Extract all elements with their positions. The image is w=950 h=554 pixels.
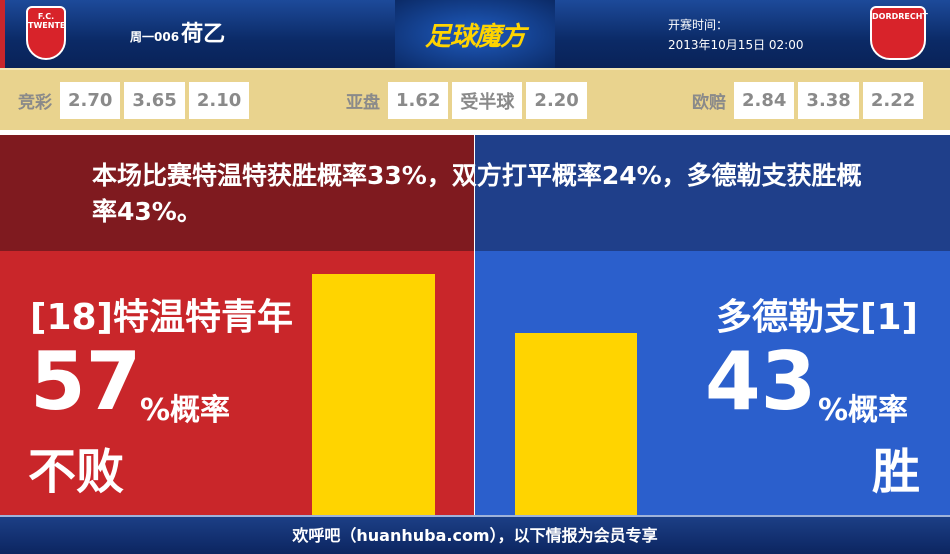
- odds-label: 亚盘: [346, 93, 380, 113]
- odds-jingcai: 竞彩 2.70 3.65 2.10: [18, 82, 250, 119]
- away-probability-bar: [515, 333, 637, 515]
- home-prob-unit: %概率: [140, 393, 231, 428]
- prediction-summary: 本场比赛特温特获胜概率33%，双方打平概率24%，多德勒支获胜概率43%。: [92, 161, 862, 226]
- odds-bar: 竞彩 2.70 3.65 2.10 亚盘 1.62 受半球 2.20 欧赔 2.…: [0, 68, 950, 130]
- away-team-logo: DORDRECHT: [870, 6, 928, 60]
- home-team-name: [18]特温特青年: [30, 297, 294, 338]
- home-probability-bar: [312, 274, 435, 515]
- odds-value: 2.20: [526, 82, 587, 119]
- odds-value: 1.62: [388, 82, 449, 119]
- odds-label: 欧赔: [692, 93, 726, 113]
- accent-strip: [0, 0, 5, 68]
- odds-value: 3.65: [124, 82, 185, 119]
- odds-value: 3.38: [798, 82, 859, 119]
- kickoff-time: 2013年10月15日 02:00: [668, 38, 804, 52]
- kickoff-label: 开赛时间：: [668, 18, 729, 32]
- league-info: 周一006荷乙: [130, 16, 225, 48]
- odds-label: 竞彩: [18, 93, 52, 113]
- away-logo-text: DORDRECHT: [872, 12, 928, 21]
- odds-value: 2.84: [734, 82, 795, 119]
- footer-banner[interactable]: 欢呼吧（huanhuba.com），以下情报为会员专享: [0, 515, 950, 554]
- home-logo-text: F.C. TWENTE: [28, 12, 66, 30]
- odds-euro: 欧赔 2.84 3.38 2.22: [692, 82, 924, 119]
- odds-value: 2.70: [60, 82, 121, 119]
- away-prob-unit: %概率: [818, 393, 909, 428]
- away-band: [475, 135, 950, 251]
- away-result: 胜: [871, 444, 920, 500]
- odds-value: 2.22: [862, 82, 924, 119]
- odds-asian: 亚盘 1.62 受半球 2.20: [346, 82, 587, 119]
- match-header: F.C. TWENTE 周一006荷乙 足球魔方 开赛时间： 2013年10月1…: [0, 0, 950, 68]
- odds-value: 2.10: [188, 82, 250, 119]
- kickoff-info: 开赛时间： 2013年10月15日 02:00: [668, 15, 803, 55]
- odds-value: 受半球: [452, 82, 523, 119]
- away-team-name: 多德勒支[1]: [716, 297, 918, 338]
- league-name: 荷乙: [181, 22, 226, 47]
- home-band: [0, 135, 474, 251]
- home-team-logo: F.C. TWENTE: [26, 6, 66, 60]
- match-code: 周一006: [130, 30, 180, 44]
- home-probability: 57: [30, 335, 142, 428]
- brand-logo: 足球魔方: [395, 0, 555, 68]
- away-probability: 43: [705, 335, 817, 428]
- home-result: 不败: [28, 444, 125, 500]
